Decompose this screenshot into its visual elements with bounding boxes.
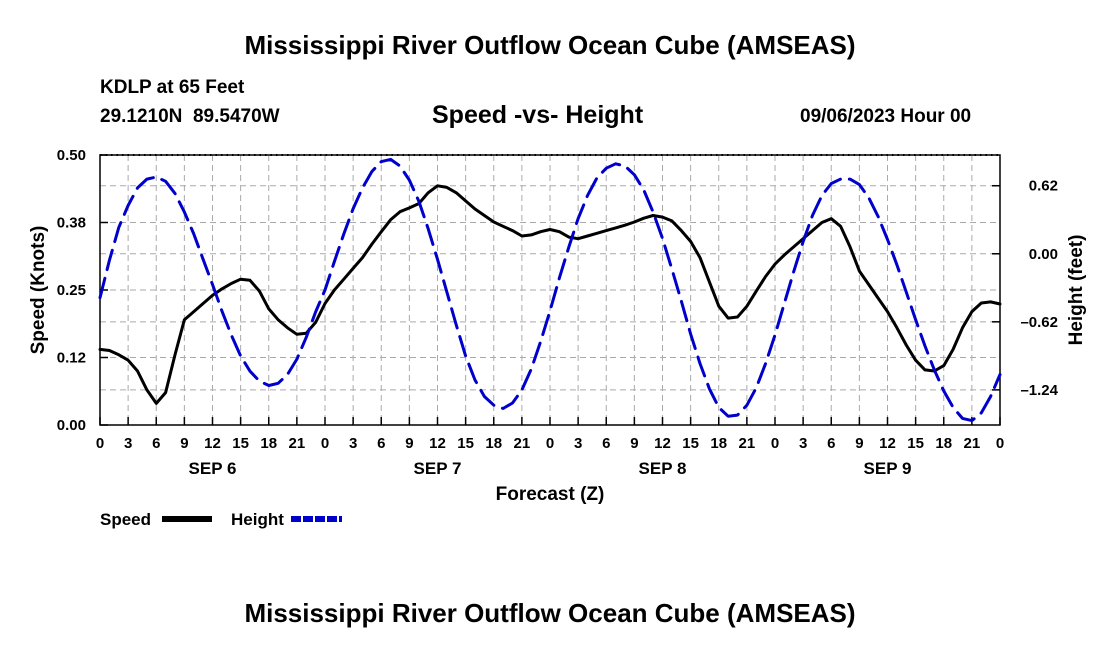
forecast-datetime: 09/06/2023 Hour 00	[800, 106, 972, 127]
x-tick-label: 6	[152, 435, 160, 452]
x-tick-label: 6	[602, 435, 610, 452]
y2-tick-label: –0.62	[1020, 314, 1058, 331]
day-label: SEP 7	[414, 459, 462, 478]
chart-subtitle: Speed -vs- Height	[432, 101, 644, 129]
x-tick-label: 21	[289, 435, 306, 452]
y-tick-label: 0.00	[57, 417, 86, 434]
speed-series-line	[98, 184, 1002, 405]
y2-tick-label: –1.24	[1020, 382, 1058, 399]
x-tick-label: 12	[204, 435, 221, 452]
y-tick-label: 0.25	[57, 282, 86, 299]
x-tick-label: 9	[630, 435, 638, 452]
legend-label-speed: Speed	[100, 510, 151, 529]
chart-title: Mississippi River Outflow Ocean Cube (AM…	[244, 30, 856, 60]
x-tick-label: 0	[321, 435, 329, 452]
footer-title: Mississippi River Outflow Ocean Cube (AM…	[244, 598, 856, 628]
coordinates-label: 29.1210N 89.5470W	[100, 106, 280, 127]
legend-label-height: Height	[231, 510, 284, 529]
y2-axis-label: Height (feet)	[1066, 235, 1087, 346]
x-tick-label: 18	[485, 435, 502, 452]
x-tick-label: 15	[907, 435, 924, 452]
x-tick-label: 15	[682, 435, 699, 452]
x-tick-label: 15	[457, 435, 474, 452]
day-label: SEP 8	[639, 459, 687, 478]
height-series-line	[98, 157, 1002, 423]
x-tick-label: 9	[855, 435, 863, 452]
x-tick-label: 21	[739, 435, 756, 452]
day-label: SEP 9	[864, 459, 912, 478]
y2-tick-label: 0.62	[1029, 178, 1058, 195]
x-tick-label: 18	[710, 435, 727, 452]
x-axis-label: Forecast (Z)	[496, 484, 605, 505]
x-tick-label: 12	[429, 435, 446, 452]
x-tick-label: 18	[260, 435, 277, 452]
x-tick-label: 3	[349, 435, 357, 452]
x-tick-label: 12	[654, 435, 671, 452]
x-tick-label: 0	[546, 435, 554, 452]
x-tick-label: 0	[96, 435, 104, 452]
y-tick-label: 0.50	[57, 147, 86, 164]
x-tick-label: 6	[827, 435, 835, 452]
x-tick-label: 3	[124, 435, 132, 452]
x-tick-label: 0	[771, 435, 779, 452]
y-axis-label: Speed (Knots)	[28, 226, 49, 355]
y-tick-label: 0.12	[57, 350, 86, 367]
station-label: KDLP at 65 Feet	[100, 77, 245, 98]
x-tick-label: 12	[879, 435, 896, 452]
x-tick-label: 15	[232, 435, 249, 452]
x-tick-label: 6	[377, 435, 385, 452]
speed-height-chart: 0 3 6 9 12 15 18 21 0 3 6 9 12 15 18 21 0 3 6 9 12 15 18 21 0 3 6 9…	[28, 147, 1087, 529]
y2-tick-label: 0.00	[1029, 246, 1058, 263]
x-tick-label: 21	[964, 435, 981, 452]
x-tick-label: 9	[405, 435, 413, 452]
y-tick-label: 0.38	[57, 215, 86, 232]
x-tick-label: 9	[180, 435, 188, 452]
x-tick-label: 21	[514, 435, 531, 452]
x-tick-label: 18	[935, 435, 952, 452]
day-label: SEP 6	[189, 459, 237, 478]
x-tick-label: 0	[996, 435, 1004, 452]
x-tick-label: 3	[799, 435, 807, 452]
x-tick-label: 3	[574, 435, 582, 452]
